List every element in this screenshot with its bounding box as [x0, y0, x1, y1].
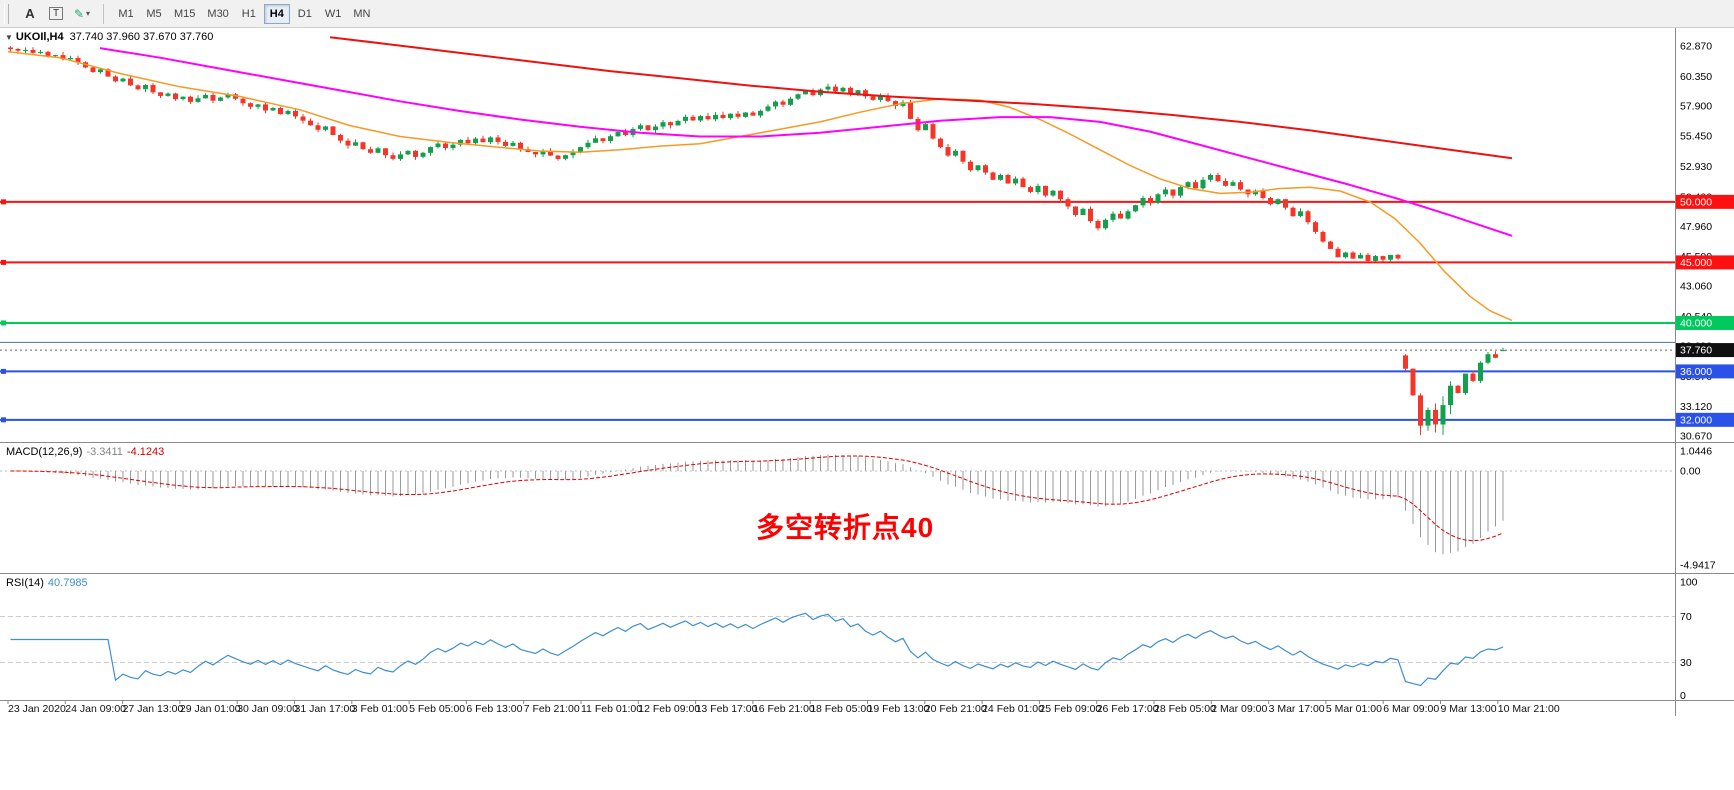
svg-text:26 Feb 17:00: 26 Feb 17:00	[1097, 703, 1159, 715]
svg-text:6 Mar 09:00: 6 Mar 09:00	[1383, 703, 1439, 715]
timeframe-w1-button[interactable]: W1	[320, 4, 347, 24]
svg-text:24 Jan 09:00: 24 Jan 09:00	[65, 703, 126, 715]
svg-text:5 Mar 01:00: 5 Mar 01:00	[1326, 703, 1382, 715]
timeframe-m1-button[interactable]: M1	[113, 4, 139, 24]
svg-text:52.930: 52.930	[1680, 161, 1712, 173]
svg-text:7 Feb 21:00: 7 Feb 21:00	[524, 703, 580, 715]
symbol-timeframe-label: UKOIl,H4	[15, 31, 64, 43]
svg-text:43.060: 43.060	[1680, 280, 1712, 292]
svg-text:31 Jan 17:00: 31 Jan 17:00	[295, 703, 356, 715]
svg-text:100: 100	[1680, 577, 1698, 589]
pencil-icon: ✎	[73, 6, 85, 21]
svg-text:18 Feb 05:00: 18 Feb 05:00	[810, 703, 872, 715]
timeframe-m15-button[interactable]: M15	[169, 4, 200, 24]
timeframe-m5-button[interactable]: M5	[141, 4, 167, 24]
chart-title: ▼ UKOIl,H4 37.740 37.960 37.670 37.760	[5, 31, 213, 43]
svg-text:19 Feb 13:00: 19 Feb 13:00	[868, 703, 930, 715]
svg-text:9 Mar 13:00: 9 Mar 13:00	[1441, 703, 1497, 715]
letter-t-icon: T	[48, 7, 64, 20]
svg-text:24 Feb 01:00: 24 Feb 01:00	[982, 703, 1044, 715]
toolbar-separator	[103, 3, 104, 24]
svg-text:32.000: 32.000	[1680, 414, 1712, 426]
svg-text:36.000: 36.000	[1680, 366, 1712, 378]
svg-text:30 Jan 09:00: 30 Jan 09:00	[237, 703, 298, 715]
svg-text:40.000: 40.000	[1680, 317, 1712, 329]
rsi-indicator-label: RSI(14) 40.7985	[6, 577, 88, 589]
svg-text:70: 70	[1680, 611, 1692, 623]
svg-text:5 Feb 05:00: 5 Feb 05:00	[409, 703, 465, 715]
svg-text:57.900: 57.900	[1680, 101, 1712, 113]
svg-text:55.450: 55.450	[1680, 130, 1712, 142]
svg-text:62.870: 62.870	[1680, 41, 1712, 53]
svg-text:23 Jan 2020: 23 Jan 2020	[8, 703, 66, 715]
macd-name: MACD(12,26,9)	[6, 446, 83, 458]
svg-text:28 Feb 05:00: 28 Feb 05:00	[1154, 703, 1216, 715]
svg-text:13 Feb 17:00: 13 Feb 17:00	[696, 703, 758, 715]
text-label-tool-button[interactable]: A	[18, 3, 42, 25]
timeframe-m30-button[interactable]: M30	[202, 4, 233, 24]
toolbar-grip-handle[interactable]	[4, 3, 9, 24]
text-tool-button[interactable]: T	[44, 3, 68, 25]
svg-text:6 Feb 13:00: 6 Feb 13:00	[466, 703, 522, 715]
svg-text:2 Mar 09:00: 2 Mar 09:00	[1211, 703, 1267, 715]
svg-text:12 Feb 09:00: 12 Feb 09:00	[638, 703, 700, 715]
rsi-name: RSI(14)	[6, 577, 44, 589]
svg-text:20 Feb 21:00: 20 Feb 21:00	[925, 703, 987, 715]
dropdown-caret-icon: ▾	[86, 9, 91, 18]
macd-indicator-label: MACD(12,26,9) -3.3411 -4.1243	[6, 446, 164, 458]
ohlc-values: 37.740 37.960 37.670 37.760	[69, 31, 214, 43]
timeframe-h1-button[interactable]: H1	[236, 4, 262, 24]
svg-text:60.350: 60.350	[1680, 71, 1712, 83]
main-toolbar: A T ✎ ▾ M1 M5 M15 M30 H1 H4 D1 W1 MN	[0, 0, 1734, 28]
svg-text:11 Feb 01:00: 11 Feb 01:00	[581, 703, 642, 715]
svg-text:3 Mar 17:00: 3 Mar 17:00	[1269, 703, 1325, 715]
svg-text:30: 30	[1680, 657, 1692, 669]
svg-text:25 Feb 09:00: 25 Feb 09:00	[1039, 703, 1101, 715]
macd-main-value: -3.3411	[86, 446, 123, 458]
svg-text:0: 0	[1680, 690, 1686, 702]
svg-text:50.000: 50.000	[1680, 196, 1712, 208]
macd-signal-value: -4.1243	[126, 446, 165, 458]
svg-text:1.0446: 1.0446	[1680, 446, 1712, 458]
svg-text:-4.9417: -4.9417	[1680, 559, 1716, 571]
rsi-value: 40.7985	[47, 577, 88, 589]
timeframe-mn-button[interactable]: MN	[348, 4, 375, 24]
drawing-tools-button[interactable]: ✎ ▾	[70, 3, 94, 25]
svg-text:33.120: 33.120	[1680, 401, 1712, 413]
svg-text:47.960: 47.960	[1680, 221, 1712, 233]
timeframe-d1-button[interactable]: D1	[292, 4, 318, 24]
svg-text:10 Mar 21:00: 10 Mar 21:00	[1498, 703, 1560, 715]
svg-text:37.760: 37.760	[1680, 345, 1712, 357]
letter-a-icon: A	[25, 6, 35, 21]
svg-text:16 Feb 21:00: 16 Feb 21:00	[753, 703, 815, 715]
timeframe-h4-button[interactable]: H4	[263, 3, 290, 24]
svg-text:27 Jan 13:00: 27 Jan 13:00	[123, 703, 184, 715]
chart-dropdown-triangle-icon[interactable]: ▼	[5, 33, 13, 42]
chart-annotation: 多空转折点40	[756, 512, 935, 543]
svg-text:30.670: 30.670	[1680, 430, 1712, 442]
svg-text:3 Feb 01:00: 3 Feb 01:00	[352, 703, 408, 715]
svg-text:45.000: 45.000	[1680, 257, 1712, 269]
svg-text:29 Jan 01:00: 29 Jan 01:00	[180, 703, 241, 715]
svg-text:0.00: 0.00	[1680, 466, 1701, 478]
